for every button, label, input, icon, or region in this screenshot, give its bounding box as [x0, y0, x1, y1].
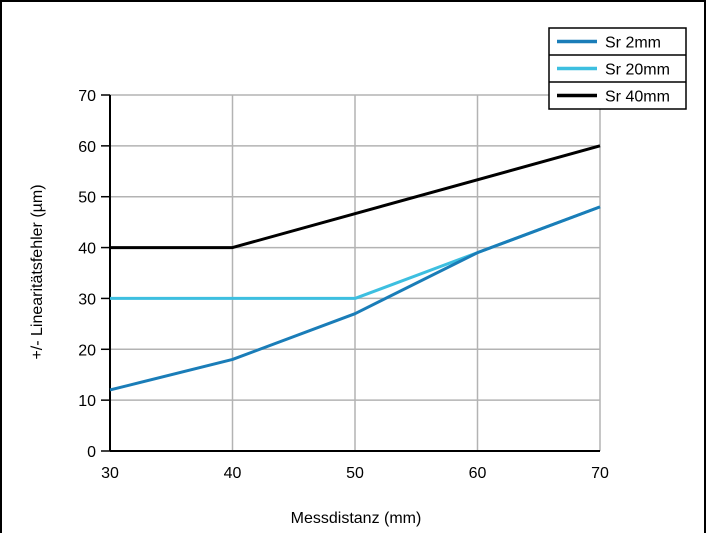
- legend: Sr 2mm Sr 20mm Sr 40mm: [548, 27, 687, 110]
- data-series: [109, 144, 601, 392]
- y-tick-label: 50: [78, 190, 96, 207]
- y-tick-label: 10: [78, 393, 96, 410]
- legend-label: Sr 2mm: [605, 35, 661, 52]
- x-tick-label: 50: [346, 465, 364, 482]
- y-tick-label: 70: [78, 88, 96, 105]
- legend-label: Sr 40mm: [605, 89, 670, 106]
- legend-label: Sr 20mm: [605, 62, 670, 79]
- y-tick-label: 40: [78, 241, 96, 258]
- x-tick-labels: 30 40 50 60 70: [101, 465, 609, 482]
- y-axis-title: +/- Linearitätsfehler (µm): [29, 184, 46, 359]
- axes: [101, 94, 600, 452]
- series-line-1: [109, 205, 601, 392]
- x-tick-label: 40: [224, 465, 242, 482]
- series-line-3: [110, 144, 601, 250]
- x-tick-label: 70: [591, 465, 609, 482]
- x-tick-label: 60: [469, 465, 487, 482]
- y-tick-labels: 0 10 20 30 40 50 60 70: [78, 88, 96, 461]
- grid-lines: [110, 94, 601, 451]
- x-axis-title: Messdistanz (mm): [291, 510, 422, 527]
- x-tick-label: 30: [101, 465, 119, 482]
- y-tick-label: 30: [78, 291, 96, 308]
- y-tick-label: 20: [78, 342, 96, 359]
- y-tick-label: 0: [87, 444, 96, 461]
- y-tick-label: 60: [78, 139, 96, 156]
